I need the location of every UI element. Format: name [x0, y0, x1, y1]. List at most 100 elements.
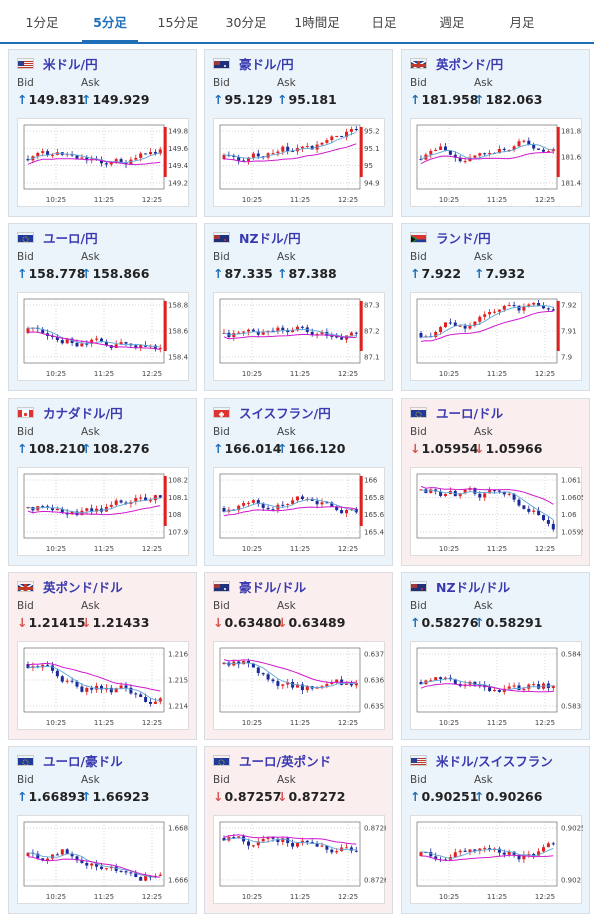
candle [325, 683, 329, 687]
candle [100, 338, 103, 342]
card-title[interactable]: カナダドル/円 [17, 404, 123, 421]
card-title[interactable]: NZドル/ドル [410, 578, 511, 595]
currency-pair-name[interactable]: NZドル/円 [239, 230, 301, 246]
candle [349, 683, 353, 686]
currency-pair-name[interactable]: カナダドル/円 [43, 405, 123, 421]
tab-7[interactable]: 週足 [439, 15, 465, 30]
rate-card[interactable]: ユーロ/ドルBidAsk↓1.05954↓1.059661.0611.06051… [401, 398, 590, 566]
currency-pair-name[interactable]: 英ポンド/円 [436, 56, 504, 72]
rate-card[interactable]: NZドル/円 Bid Ask ↑87.335 ↑87.388 87.3 87.2 87.1 10… [204, 223, 393, 391]
rate-card[interactable]: 米ドル/円 Bid Ask ↑149.831 ↑149.929 149.8 149.6 149… [8, 49, 197, 217]
card-title[interactable]: ユーロ/英ポンド [213, 752, 332, 769]
candle [310, 498, 314, 501]
candle [75, 856, 79, 861]
rate-card[interactable]: 豪ドル/ドル Bid Ask ↓0.63480 ↓0.63489 0.637 0.636 0.… [204, 572, 393, 740]
chart-container[interactable]: 0.637 0.636 0.635 10:25 11:25 12:25 [213, 641, 385, 730]
bid-label: Bid [17, 600, 34, 612]
currency-pair-name[interactable]: ユーロ/豪ドル [43, 753, 123, 769]
bid-price: ↑1.66893 [17, 789, 85, 804]
currency-pair-name[interactable]: 豪ドル/ドル [239, 579, 307, 595]
candle [330, 502, 334, 507]
candle [80, 860, 84, 863]
candle [340, 135, 344, 137]
chart-container[interactable]: 0.584 0.583 10:25 11:25 12:25 [410, 641, 582, 730]
card-title[interactable]: 英ポンド/円 [410, 55, 504, 72]
currency-pair-name[interactable]: 英ポンド/ドル [43, 579, 123, 595]
chart-container[interactable]: 158.8 158.6 158.4 10:25 11:25 12:25 [17, 292, 189, 381]
chart-container[interactable]: 1.061 1.0605 1.06 1.0595 10:25 11:25 12:25 [410, 467, 583, 556]
currency-pair-name[interactable]: ユーロ/円 [43, 230, 98, 246]
chart-container[interactable]: 166 165.8 165.6 165.4 10:25 11:25 12:25 [213, 467, 385, 556]
x-tick-label: 10:25 [439, 893, 459, 901]
long-moving-average [420, 310, 554, 342]
rate-card[interactable]: 豪ドル/円 Bid Ask ↑95.129 ↑95.181 95.2 95.1 95 94.9 1… [204, 49, 393, 217]
chart-container[interactable]: 87.3 87.2 87.1 10:25 11:25 12:25 [213, 292, 385, 381]
candle [276, 151, 280, 154]
currency-pair-name[interactable]: NZドル/ドル [436, 579, 511, 595]
x-tick-label: 12:25 [535, 370, 555, 378]
card-title[interactable]: 豪ドル/円 [213, 55, 294, 72]
tab-3[interactable]: 15分足 [157, 15, 199, 30]
card-title[interactable]: 豪ドル/ドル [213, 578, 307, 595]
long-moving-average [420, 854, 554, 862]
bid-price: ↓1.05954 [410, 441, 478, 456]
candle [502, 148, 506, 151]
rate-card[interactable]: 米ドル/スイスフランBidAsk↑0.90251↑0.902660.90250.… [401, 746, 590, 914]
rate-card[interactable]: ユーロ/豪ドル Bid Ask ↑1.66893 ↑1.66923 1.668 1.666 1… [8, 746, 197, 914]
currency-pair-name[interactable]: 米ドル/スイスフラン [436, 753, 553, 769]
card-title[interactable]: ランド/円 [410, 229, 491, 246]
tab-2[interactable]: 5分足 [78, 0, 142, 44]
card-title[interactable]: 米ドル/円 [17, 55, 98, 72]
chart-container[interactable]: 7.92 7.91 7.9 10:25 11:25 12:25 [410, 292, 582, 381]
card-title[interactable]: スイスフラン/円 [213, 404, 331, 421]
ask-value: 182.063 [485, 92, 543, 107]
ask-label: Ask [81, 77, 100, 89]
currency-pair-name[interactable]: 米ドル/円 [43, 56, 98, 72]
tab-1[interactable]: 1分足 [25, 15, 59, 30]
chart-container[interactable]: 108.2 108.1 108 107.9 10:25 11:25 12:25 [17, 467, 189, 556]
long-moving-average [27, 331, 161, 350]
currency-pair-name[interactable]: ユーロ/英ポンド [239, 753, 332, 769]
chart-container[interactable]: 0.9025 0.902 10:25 11:25 12:25 [410, 815, 583, 904]
candle [330, 136, 334, 141]
rate-card[interactable]: カナダドル/円 Bid Ask ↑108.210 ↑108.276 108.2 108.1 1… [8, 398, 197, 566]
rate-card[interactable]: ユーロ/円 Bid Ask ↑158.778 ↑158.866 158.8 158.6 158… [8, 223, 197, 391]
rate-card[interactable]: ユーロ/英ポンドBidAsk↓0.87257↓0.872720.87280.87… [204, 746, 393, 914]
price-chart: 149.8 149.6 149.4 149.2 10:25 11:25 12:25 [23, 124, 189, 204]
tab-6[interactable]: 日足 [371, 15, 397, 30]
rate-card[interactable]: 英ポンド/円 Bid Ask ↑181.958 ↑182.063 181.8 181.6 18… [401, 49, 590, 217]
candle [261, 332, 265, 335]
tab-4[interactable]: 30分足 [225, 15, 267, 30]
chart-container[interactable]: 149.8 149.6 149.4 149.2 10:25 11:25 12:25 [17, 118, 189, 207]
card-title[interactable]: ユーロ/豪ドル [17, 752, 123, 769]
tab-8[interactable]: 月足 [509, 15, 535, 30]
currency-pair-name[interactable]: スイスフラン/円 [239, 405, 331, 421]
rate-card[interactable]: スイスフラン/円 Bid Ask ↑166.014 ↑166.120 166 165.8 16… [204, 398, 393, 566]
card-title[interactable]: 米ドル/スイスフラン [410, 752, 553, 769]
x-tick-label: 12:25 [338, 196, 358, 204]
card-title[interactable]: ユーロ/円 [17, 229, 98, 246]
candle [85, 862, 89, 866]
candle [158, 874, 162, 876]
chart-container[interactable]: 181.8 181.6 181.4 10:25 11:25 12:25 [410, 118, 582, 207]
chart-container[interactable]: 1.216 1.215 1.214 10:25 11:25 12:25 [17, 641, 189, 730]
card-title[interactable]: NZドル/円 [213, 229, 301, 246]
rate-card[interactable]: ランド/円 Bid Ask ↑7.922 ↑7.932 7.92 7.91 7.9 10:25 1… [401, 223, 590, 391]
rate-card[interactable]: NZドル/ドル Bid Ask ↑0.58276 ↑0.58291 0.584 0.583 1… [401, 572, 590, 740]
currency-pair-name[interactable]: ユーロ/ドル [436, 405, 504, 421]
rate-card[interactable]: 英ポンド/ドル Bid Ask ↓1.21415 ↓1.21433 1.216 1.215 1… [8, 572, 197, 740]
candle [502, 852, 506, 855]
tab-5[interactable]: 1時間足 [294, 15, 340, 30]
candle [305, 146, 309, 148]
currency-pair-name[interactable]: 豪ドル/円 [239, 56, 294, 72]
card-title[interactable]: ユーロ/ドル [410, 404, 504, 421]
candle [222, 662, 226, 664]
candle [134, 157, 138, 160]
candle [247, 157, 250, 162]
candle [139, 153, 143, 158]
chart-container[interactable]: 1.668 1.666 10:25 11:25 12:25 [17, 815, 189, 904]
currency-pair-name[interactable]: ランド/円 [436, 230, 491, 246]
chart-container[interactable]: 95.2 95.1 95 94.9 10:25 11:25 12:25 [213, 118, 385, 207]
card-title[interactable]: 英ポンド/ドル [17, 578, 123, 595]
chart-container[interactable]: 0.8728 0.8726 10:25 11:25 12:25 [213, 815, 386, 904]
